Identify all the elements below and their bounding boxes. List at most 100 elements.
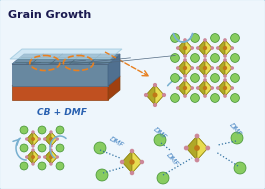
Polygon shape — [197, 136, 208, 160]
Polygon shape — [146, 95, 164, 105]
Polygon shape — [33, 132, 39, 146]
Polygon shape — [198, 60, 212, 68]
Circle shape — [130, 171, 134, 174]
Circle shape — [211, 34, 219, 42]
Polygon shape — [198, 60, 205, 76]
Circle shape — [26, 138, 28, 140]
Circle shape — [32, 145, 34, 147]
Polygon shape — [218, 68, 232, 76]
Circle shape — [217, 87, 219, 89]
Circle shape — [56, 156, 58, 158]
Polygon shape — [205, 80, 212, 96]
Circle shape — [171, 94, 179, 102]
Circle shape — [20, 144, 28, 152]
Polygon shape — [108, 76, 120, 100]
Circle shape — [204, 59, 206, 61]
Polygon shape — [27, 150, 33, 164]
Circle shape — [32, 138, 34, 140]
Polygon shape — [218, 40, 225, 56]
Polygon shape — [198, 48, 212, 56]
Polygon shape — [178, 48, 192, 56]
Circle shape — [191, 54, 199, 62]
Circle shape — [211, 54, 219, 62]
Circle shape — [38, 162, 46, 170]
Circle shape — [217, 67, 219, 69]
Circle shape — [224, 55, 226, 57]
Polygon shape — [198, 40, 205, 56]
Circle shape — [231, 132, 243, 144]
Circle shape — [50, 156, 52, 158]
Circle shape — [204, 87, 206, 89]
Circle shape — [38, 126, 46, 134]
Text: DMF: DMF — [228, 122, 242, 138]
Circle shape — [224, 79, 226, 81]
Circle shape — [56, 162, 64, 170]
Polygon shape — [27, 132, 33, 146]
Circle shape — [50, 149, 52, 151]
Polygon shape — [45, 157, 57, 164]
Polygon shape — [185, 60, 192, 76]
Circle shape — [184, 146, 188, 150]
Polygon shape — [108, 54, 120, 86]
Circle shape — [32, 156, 34, 158]
Polygon shape — [178, 60, 185, 76]
Polygon shape — [225, 60, 232, 76]
Circle shape — [44, 156, 46, 158]
Circle shape — [140, 160, 143, 163]
Circle shape — [26, 156, 28, 158]
Circle shape — [204, 67, 206, 69]
Circle shape — [154, 134, 166, 146]
Polygon shape — [155, 85, 164, 105]
Circle shape — [145, 94, 147, 96]
Circle shape — [163, 94, 165, 96]
Circle shape — [177, 87, 179, 89]
Circle shape — [184, 39, 186, 41]
Circle shape — [195, 146, 199, 150]
Text: DMF: DMF — [165, 152, 179, 168]
Polygon shape — [205, 40, 212, 56]
Circle shape — [191, 87, 193, 89]
Polygon shape — [146, 85, 155, 105]
Circle shape — [191, 34, 199, 42]
Circle shape — [50, 145, 52, 147]
Circle shape — [20, 162, 28, 170]
Circle shape — [184, 79, 186, 81]
Polygon shape — [178, 88, 192, 96]
Polygon shape — [178, 40, 185, 56]
Polygon shape — [198, 80, 205, 96]
Circle shape — [121, 160, 124, 163]
Circle shape — [184, 59, 186, 61]
Circle shape — [204, 46, 206, 50]
Polygon shape — [122, 151, 142, 162]
Circle shape — [217, 47, 219, 49]
Polygon shape — [186, 136, 197, 160]
Text: CB + DMF: CB + DMF — [37, 108, 87, 117]
Polygon shape — [12, 76, 120, 86]
Circle shape — [177, 67, 179, 69]
Circle shape — [204, 79, 206, 81]
Circle shape — [32, 131, 34, 133]
Circle shape — [197, 67, 199, 69]
Polygon shape — [205, 60, 212, 76]
Polygon shape — [27, 157, 39, 164]
Polygon shape — [218, 60, 232, 68]
Circle shape — [56, 138, 58, 140]
Polygon shape — [178, 68, 192, 76]
Circle shape — [224, 95, 226, 97]
Circle shape — [204, 95, 206, 97]
Polygon shape — [198, 80, 212, 88]
Polygon shape — [218, 88, 232, 96]
Polygon shape — [198, 40, 212, 48]
Circle shape — [234, 162, 246, 174]
Circle shape — [38, 144, 46, 152]
Circle shape — [44, 138, 46, 140]
Circle shape — [184, 75, 186, 77]
Polygon shape — [178, 60, 192, 68]
Circle shape — [50, 163, 52, 165]
Polygon shape — [185, 80, 192, 96]
Circle shape — [231, 74, 239, 82]
Polygon shape — [186, 148, 208, 160]
Polygon shape — [45, 132, 57, 139]
Circle shape — [231, 54, 239, 62]
Circle shape — [206, 146, 209, 150]
